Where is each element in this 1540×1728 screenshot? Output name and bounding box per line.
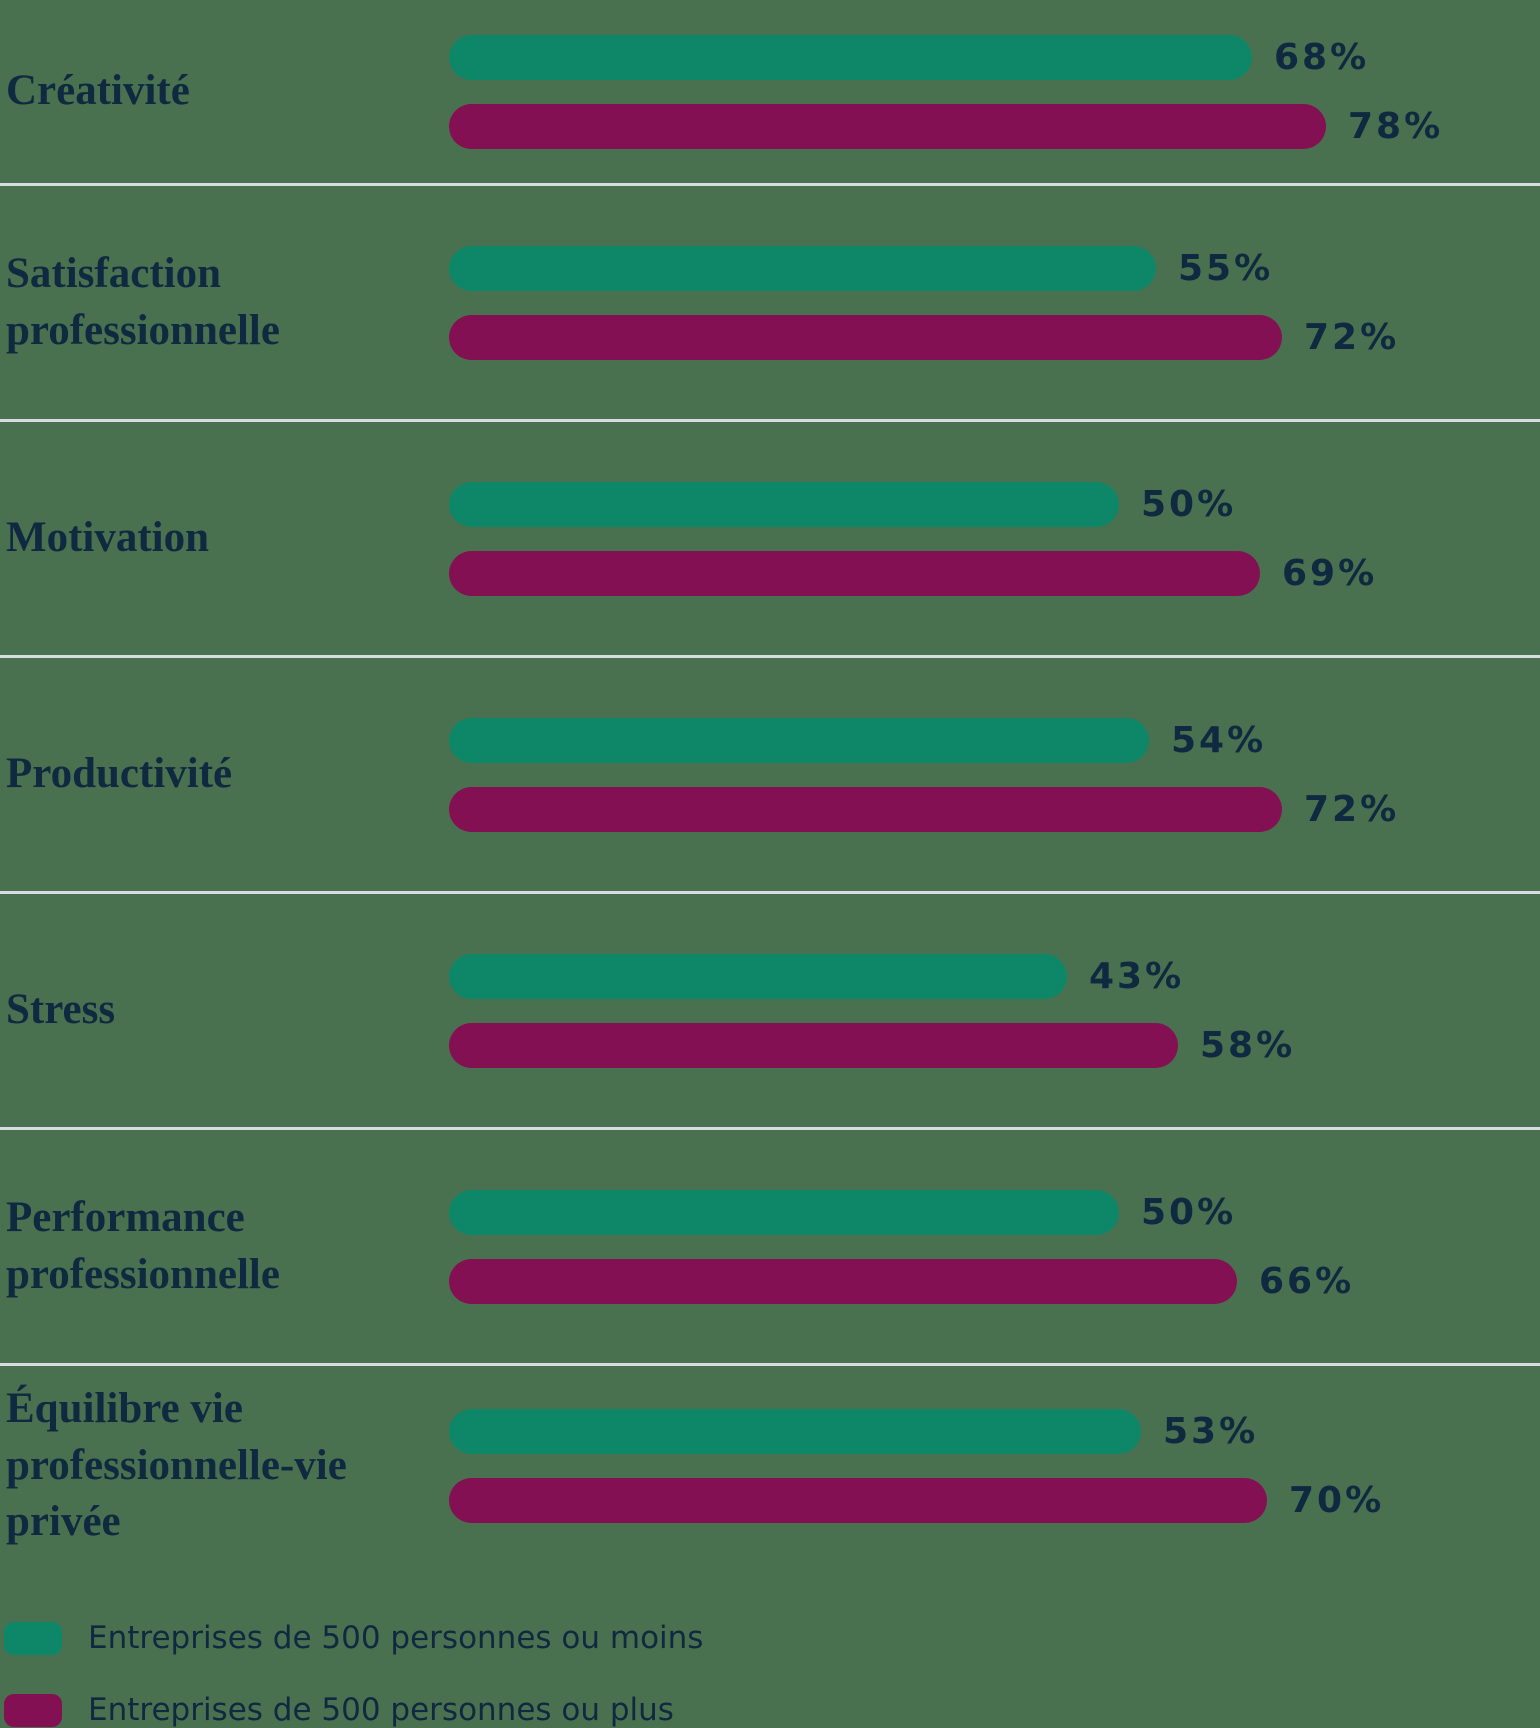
chart-row: Créativité 68% 78% [0,0,1540,186]
bar-small-companies [449,1189,1119,1235]
bar-line: 66% [449,1258,1540,1304]
category-label: Satisfaction professionnelle [6,249,280,354]
value-label: 54% [1171,719,1267,761]
value-label: 72% [1304,788,1400,830]
bar-line: 53% [449,1409,1540,1454]
bar-line: 68% [449,34,1540,80]
legend-item-small-companies: Entreprises de 500 personnes ou moins [4,1620,1540,1656]
value-label: 68% [1274,36,1370,78]
legend-label-small-companies: Entreprises de 500 personnes ou moins [88,1620,704,1656]
bar-line: 72% [449,786,1540,832]
chart-row: Motivation 50% 69% [0,422,1540,658]
category-label: Équilibre vie professionnelle-vie privée [6,1384,347,1546]
value-label: 50% [1141,483,1237,525]
chart-rows: Créativité 68% 78% Satisfaction professionn… [0,0,1540,1566]
category-label: Productivité [6,750,233,798]
value-label: 69% [1282,552,1378,594]
bar-group: 50% 66% [449,1130,1540,1363]
category-label: Performance professionnelle [6,1193,280,1298]
value-label: 66% [1259,1260,1355,1302]
value-label: 70% [1289,1480,1385,1521]
bar-small-companies [449,717,1149,763]
bar-group: 54% 72% [449,658,1540,891]
value-label: 53% [1163,1411,1259,1452]
chart-row: Performance professionnelle 50% 66% [0,1130,1540,1366]
bar-line: 72% [449,314,1540,360]
bar-small-companies [449,953,1067,999]
bar-line: 55% [449,245,1540,291]
bar-large-companies [449,786,1282,832]
value-label: 78% [1348,105,1444,147]
bar-line: 70% [449,1478,1540,1523]
value-label: 50% [1141,1191,1237,1233]
bar-group: 50% 69% [449,422,1540,655]
bar-line: 78% [449,103,1540,149]
bar-line: 69% [449,550,1540,596]
bar-line: 50% [449,1189,1540,1235]
chart-row: Productivité 54% 72% [0,658,1540,894]
value-label: 55% [1178,247,1274,289]
bar-line: 54% [449,717,1540,763]
category-label: Créativité [6,67,190,115]
legend-item-large-companies: Entreprises de 500 personnes ou plus [4,1692,1540,1728]
bar-group: 43% 58% [449,894,1540,1127]
value-label: 58% [1200,1024,1296,1066]
bar-small-companies [449,1409,1141,1454]
chart-legend: Entreprises de 500 personnes ou moins En… [0,1620,1540,1728]
bar-large-companies [449,103,1326,149]
category-label: Stress [6,986,116,1034]
bar-large-companies [449,314,1282,360]
value-label: 43% [1089,955,1185,997]
bar-small-companies [449,481,1119,527]
bar-small-companies [449,245,1156,291]
legend-label-large-companies: Entreprises de 500 personnes ou plus [88,1692,674,1728]
bar-group: 55% 72% [449,186,1540,419]
bar-small-companies [449,34,1252,80]
legend-swatch-teal [4,1621,62,1655]
legend-swatch-magenta [4,1693,62,1727]
bar-line: 43% [449,953,1540,999]
bar-group: 68% 78% [449,0,1540,183]
bar-large-companies [449,550,1260,596]
value-label: 72% [1304,316,1400,358]
bar-large-companies [449,1022,1178,1068]
category-label: Motivation [6,514,210,562]
bar-line: 58% [449,1022,1540,1068]
chart-row: Stress 43% 58% [0,894,1540,1130]
bar-large-companies [449,1258,1237,1304]
bar-group: 53% 70% [449,1366,1540,1566]
bar-large-companies [449,1478,1267,1523]
chart-row: Équilibre vie professionnelle-vie privée… [0,1366,1540,1566]
bar-line: 50% [449,481,1540,527]
chart-row: Satisfaction professionnelle 55% 72% [0,186,1540,422]
